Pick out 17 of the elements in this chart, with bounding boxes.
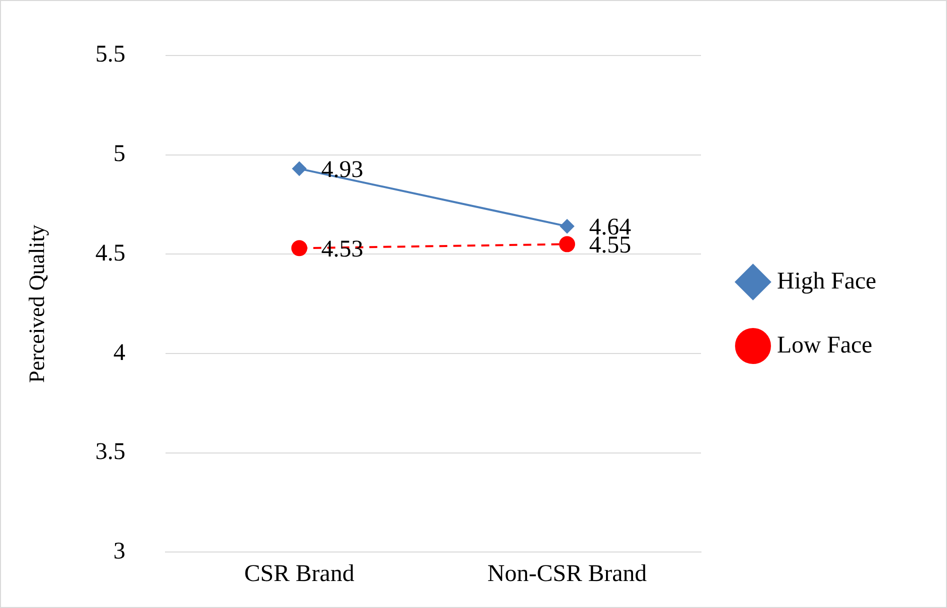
y-tick-label: 5.5 bbox=[95, 42, 126, 68]
y-tick-label: 3.5 bbox=[95, 439, 126, 466]
data-label: 4.53 bbox=[321, 236, 364, 262]
y-axis-title: Perceived Quality bbox=[24, 224, 49, 383]
y-tick-label: 4 bbox=[113, 340, 126, 366]
point bbox=[560, 219, 574, 234]
y-tick-label: 5 bbox=[113, 141, 126, 168]
point bbox=[292, 162, 306, 176]
point bbox=[291, 240, 308, 256]
data-label: 4.93 bbox=[321, 156, 364, 183]
x-tick-label: Non-CSR Brand bbox=[487, 560, 647, 587]
y-tick-label: 4.5 bbox=[95, 240, 126, 266]
x-tick-label: CSR Brand bbox=[244, 560, 354, 587]
point bbox=[559, 236, 576, 252]
y-tick-label: 3 bbox=[113, 538, 126, 564]
legend-label: High Face bbox=[777, 268, 876, 294]
legend-label: Low Face bbox=[777, 332, 872, 358]
